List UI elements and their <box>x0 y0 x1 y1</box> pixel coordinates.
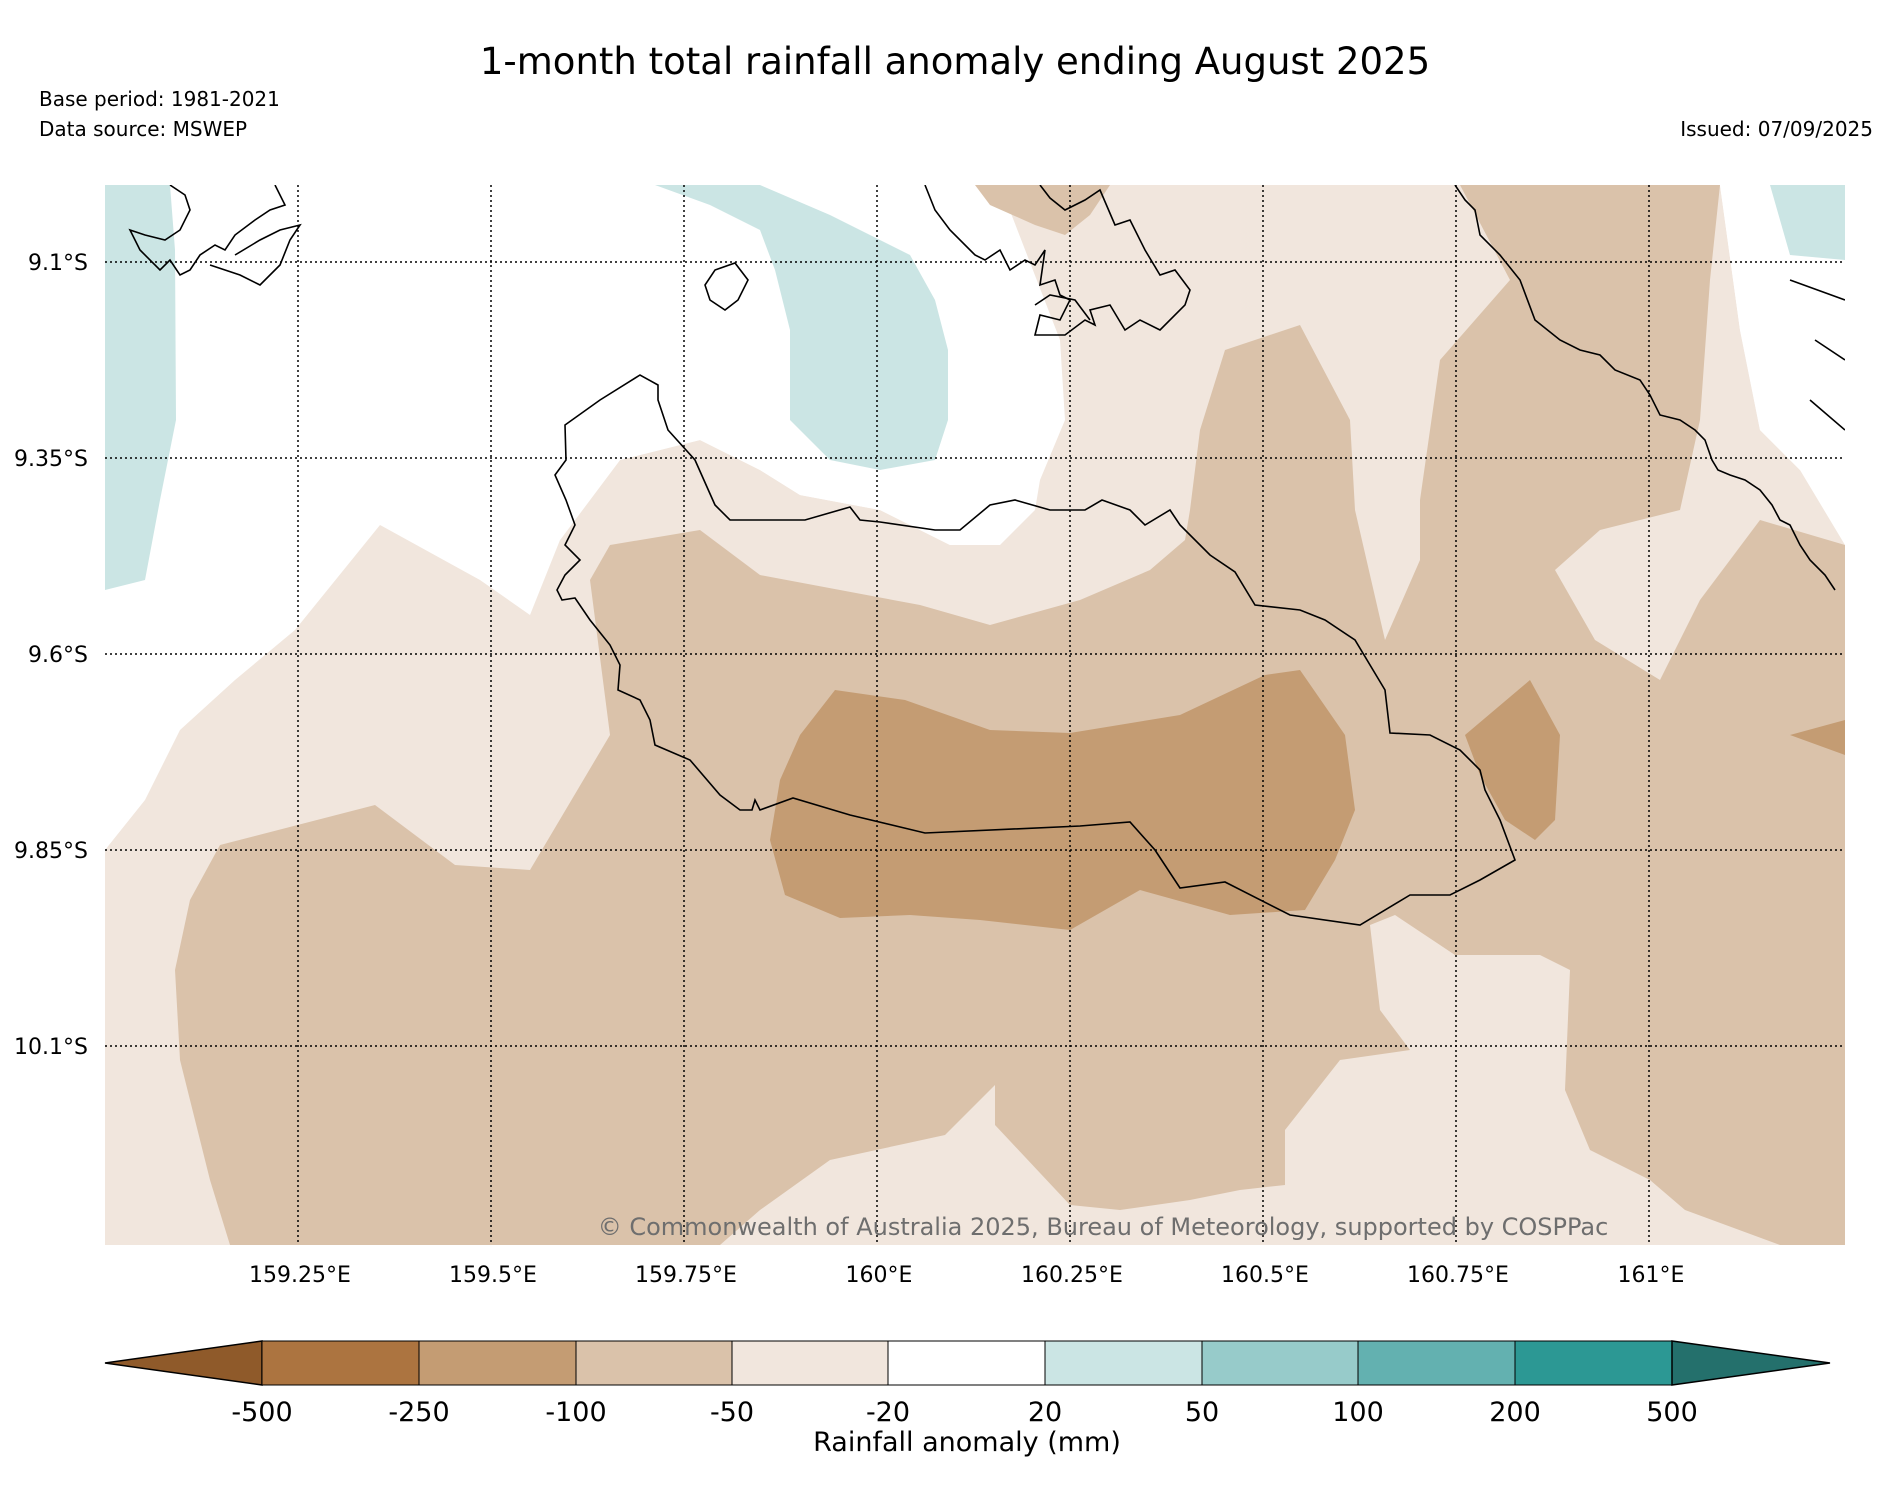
anomaly-region-plus20-central <box>655 185 948 470</box>
colorbar-segment <box>731 1340 889 1386</box>
data-source-text: Data source: MSWEP <box>39 117 247 141</box>
colorbar-segment <box>887 1340 1046 1386</box>
lat-label: 9.35°S <box>14 447 88 472</box>
issued-date-text: Issued: 07/09/2025 <box>1680 117 1873 141</box>
colorbar-segment <box>261 1340 420 1386</box>
colorbar-tick-label: 200 <box>1489 1397 1541 1428</box>
coastline-malaita <box>1454 185 1836 591</box>
lat-label: 9.6°S <box>28 643 88 668</box>
lat-label: 10.1°S <box>14 1035 88 1060</box>
lon-label: 161°E <box>1618 1263 1685 1288</box>
colorbar-tick-label: 500 <box>1646 1397 1698 1428</box>
coastline-florida-islands <box>924 185 1191 336</box>
lon-label: 159.25°E <box>249 1263 351 1288</box>
coastline-malaita-east <box>1789 279 1845 431</box>
colorbar-tick-label: 50 <box>1185 1397 1219 1428</box>
colorbar-segment <box>575 1340 733 1386</box>
colorbar-extend-low <box>104 1340 263 1386</box>
colorbar-segment <box>1357 1340 1516 1386</box>
colorbar: -500 -250 -100 -50 -20 20 50 100 200 500… <box>104 1340 1831 1458</box>
base-period-text: Base period: 1981-2021 <box>39 87 280 111</box>
lon-label: 160°E <box>846 1263 913 1288</box>
copyright-text: © Commonwealth of Australia 2025, Bureau… <box>598 1213 1609 1241</box>
chart-title: 1-month total rainfall anomaly ending Au… <box>480 40 1430 83</box>
colorbar-tick-label: -20 <box>866 1397 910 1428</box>
coastline-guadalcanal <box>554 374 1516 926</box>
lon-label: 159.75°E <box>635 1263 737 1288</box>
anomaly-region-plus20-east <box>1745 185 1845 260</box>
coastline-florida-inner <box>1034 294 1091 321</box>
lat-label: 9.1°S <box>28 251 88 276</box>
anomaly-region-minus100-to-minus250-edge <box>1790 720 1845 755</box>
colorbar-extend-high <box>1671 1340 1831 1386</box>
lon-label: 160.25°E <box>1021 1263 1123 1288</box>
colorbar-tick-label: -500 <box>231 1397 292 1428</box>
anomaly-region-minus100-to-minus250-central <box>770 670 1355 930</box>
anomaly-region-minus50-to-minus100 <box>105 185 1845 1245</box>
colorbar-tick-label: -50 <box>710 1397 754 1428</box>
colorbar-tick-label: -100 <box>545 1397 606 1428</box>
colorbar-tick-labels: -500 -250 -100 -50 -20 20 50 100 200 500 <box>231 1397 1697 1428</box>
map-panel: © Commonwealth of Australia 2025, Bureau… <box>14 185 1845 1288</box>
colorbar-segment <box>1514 1340 1673 1386</box>
graticule <box>105 185 1845 1245</box>
colorbar-title: Rainfall anomaly (mm) <box>813 1427 1121 1458</box>
coastline-russell-islands <box>128 185 287 277</box>
coastline-russell-east <box>209 223 302 286</box>
colorbar-segment <box>1201 1340 1359 1386</box>
anomaly-region-near-normal-east <box>1720 185 1845 480</box>
colorbar-tick-label: 20 <box>1028 1397 1062 1428</box>
anomaly-region-minus50-north-patch <box>975 185 1110 235</box>
lat-label: 9.85°S <box>14 839 88 864</box>
lon-label: 160.75°E <box>1407 1263 1509 1288</box>
colorbar-segment <box>1044 1340 1203 1386</box>
anomaly-region-minus100-to-minus250-east <box>1465 680 1560 840</box>
latitude-labels: 9.1°S 9.35°S 9.6°S 9.85°S 10.1°S <box>14 251 88 1060</box>
coastline-small-island <box>704 262 749 311</box>
coastlines <box>128 185 1845 926</box>
lon-label: 159.5°E <box>449 1263 537 1288</box>
colorbar-segment <box>418 1340 577 1386</box>
longitude-labels: 159.25°E 159.5°E 159.75°E 160°E 160.25°E… <box>249 1263 1684 1288</box>
colorbar-tick-label: -250 <box>388 1397 449 1428</box>
colorbar-tick-label: 100 <box>1332 1397 1384 1428</box>
lon-label: 160.5°E <box>1221 1263 1309 1288</box>
anomaly-region-plus20-west <box>105 185 176 590</box>
